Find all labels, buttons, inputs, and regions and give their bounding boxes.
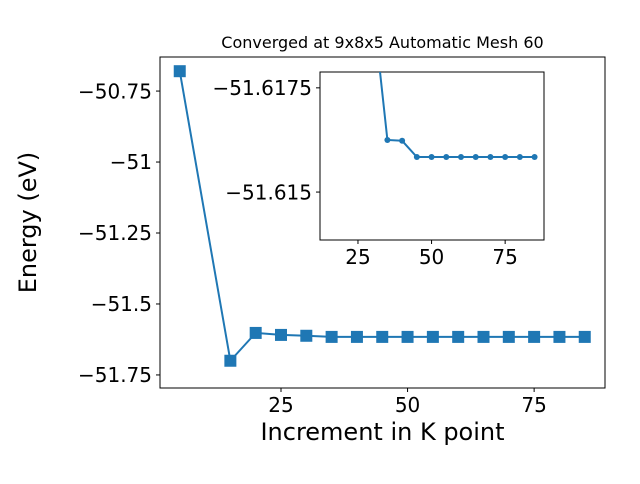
x-tick-label: 75 <box>492 245 517 269</box>
plot-area <box>379 72 538 161</box>
y-tick-label: −51.5 <box>91 292 152 316</box>
y-tick-label: −51.6175 <box>213 76 312 100</box>
y-tick-label: −51.75 <box>78 363 152 387</box>
data-line <box>178 71 585 363</box>
x-tick-label: 25 <box>268 393 293 417</box>
marker <box>502 154 509 161</box>
marker <box>224 354 237 367</box>
x-tick-label: 50 <box>395 393 420 417</box>
marker <box>428 154 435 161</box>
marker <box>516 154 523 161</box>
marker <box>553 330 566 343</box>
y-tick-label: −51.25 <box>78 221 152 245</box>
marker <box>249 326 262 339</box>
marker <box>528 330 541 343</box>
marker <box>325 330 338 343</box>
x-tick-label: 75 <box>521 393 546 417</box>
y-tick-label: −50.75 <box>78 79 152 103</box>
x-tick-label: 25 <box>345 245 370 269</box>
y-tick-label: −51 <box>110 150 152 174</box>
marker <box>274 328 287 341</box>
y-axis-label: Energy (eV) <box>14 152 42 294</box>
marker <box>173 65 186 78</box>
y-tick-label: −51.615 <box>225 180 312 204</box>
marker <box>487 154 494 161</box>
chart-title: Converged at 9x8x5 Automatic Mesh 60 <box>221 33 543 52</box>
x-axis-label: Increment in K point <box>260 418 504 446</box>
marker <box>384 136 391 143</box>
marker <box>443 154 450 161</box>
marker <box>472 154 479 161</box>
marker <box>477 330 490 343</box>
marker <box>502 330 515 343</box>
marker <box>413 154 420 161</box>
marker <box>531 154 538 161</box>
marker <box>426 330 439 343</box>
marker <box>457 154 464 161</box>
marker <box>376 330 389 343</box>
x-tick-label: 50 <box>419 245 444 269</box>
marker <box>578 330 591 343</box>
plot-area <box>173 65 591 367</box>
marker <box>452 330 465 343</box>
marker <box>401 330 414 343</box>
marker <box>300 329 313 342</box>
marker <box>350 330 363 343</box>
marker <box>399 137 406 144</box>
